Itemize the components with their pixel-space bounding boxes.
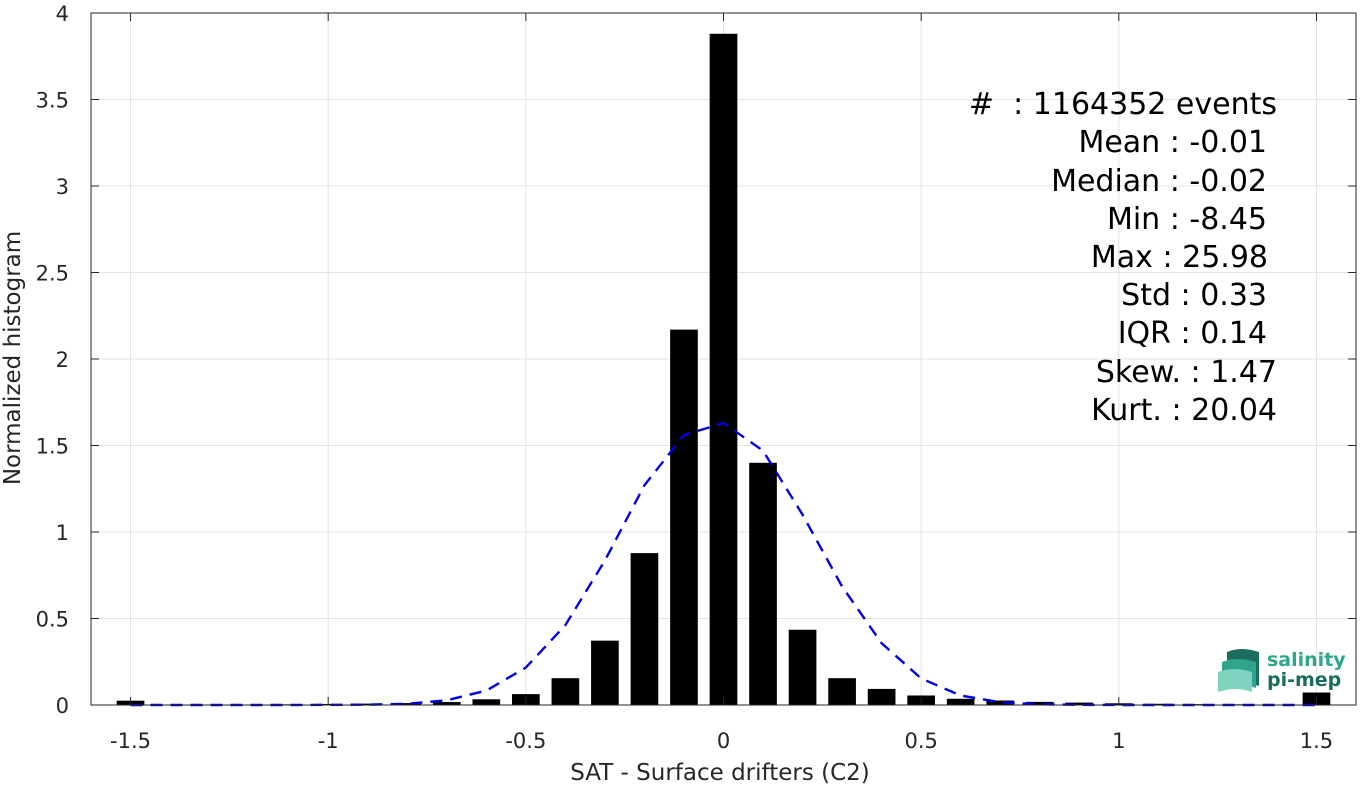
y-tick-label-4: 2: [56, 348, 69, 372]
stat-mean: Mean : -0.01: [1078, 125, 1267, 160]
statistics-box: # : 1164352 events Mean : -0.01 Median :…: [969, 87, 1277, 428]
salinity-pi-mep-logo: salinity pi-mep: [1218, 649, 1346, 692]
histogram-bar-12: [591, 640, 619, 705]
stat-median: Median : -0.02: [1051, 164, 1267, 199]
gaussian-fit-line: [130, 421, 1317, 707]
histogram-bar-13: [630, 553, 659, 705]
stat-iqr: IQR : 0.14: [1118, 316, 1267, 351]
y-tick-label-2: 1: [56, 521, 69, 545]
histogram-bar-15: [709, 33, 738, 705]
histogram-bar-14: [670, 329, 698, 705]
histogram-bar-19: [867, 688, 896, 705]
histogram-bar-18: [828, 678, 856, 705]
logo-line1: salinity: [1267, 649, 1346, 671]
histogram-bar-24: [1065, 702, 1094, 705]
stat-min: Min : -8.45: [1107, 202, 1267, 237]
axis-ticks: [91, 12, 1356, 706]
histogram-bar-26: [1144, 703, 1173, 705]
y-axis-label: Normalized histogram: [0, 231, 26, 485]
y-tick-label-3: 1.5: [36, 435, 69, 459]
stat-events: # : 1164352 events: [969, 87, 1277, 122]
y-tick-label-6: 3: [56, 175, 69, 199]
histogram-bar-17: [788, 629, 817, 705]
x-tick-label-4: 0.5: [904, 729, 937, 753]
stat-max: Max : 25.98: [1091, 240, 1268, 275]
x-tick-label-1: -1: [318, 729, 339, 753]
stat-skew: Skew. : 1.47: [1096, 355, 1277, 390]
y-tick-label-8: 4: [56, 2, 69, 26]
histogram-bar-22: [986, 700, 1015, 705]
histogram-bar-11: [551, 678, 580, 705]
x-tick-label-2: -0.5: [505, 729, 546, 753]
logo-wave-icon: [1218, 649, 1259, 692]
histogram-bars: [116, 33, 1331, 705]
stat-kurt: Kurt. : 20.04: [1091, 393, 1277, 428]
x-tick-labels: -1.5 -1 -0.5 0 0.5 1 1.5: [110, 729, 1333, 753]
y-tick-label-1: 0.5: [36, 608, 69, 632]
logo-line2: pi-mep: [1267, 669, 1341, 691]
y-tick-labels: 0 0.5 1 1.5 2 2.5 3 3.5 4: [36, 2, 69, 718]
y-tick-label-0: 0: [56, 694, 69, 718]
histogram-bar-7: [393, 703, 422, 705]
histogram-bar-6: [353, 703, 382, 705]
histogram-bar-8: [432, 702, 461, 705]
x-tick-label-5: 1: [1112, 729, 1125, 753]
x-tick-label-0: -1.5: [110, 729, 151, 753]
histogram-bar-21: [946, 698, 975, 705]
x-tick-label-3: 0: [717, 729, 730, 753]
stat-std: Std : 0.33: [1121, 278, 1267, 313]
histogram-bar-23: [1025, 701, 1054, 705]
x-tick-label-6: 1.5: [1300, 729, 1333, 753]
y-tick-label-5: 2.5: [36, 262, 69, 286]
histogram-bar-16: [749, 462, 777, 705]
x-axis-label: SAT - Surface drifters (C2): [570, 760, 870, 785]
y-tick-label-7: 3.5: [36, 89, 69, 113]
histogram-bar-9: [472, 699, 501, 705]
